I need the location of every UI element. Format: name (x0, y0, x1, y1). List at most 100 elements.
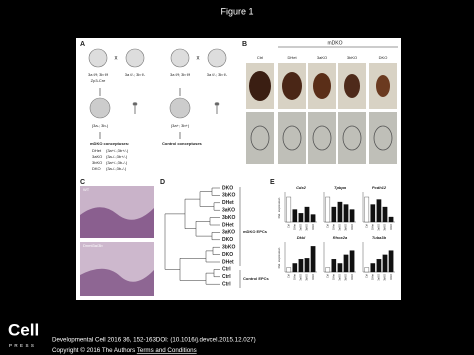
bar (304, 258, 310, 273)
genotype: 3a f/f; 3b f/f (170, 72, 191, 77)
y-axis-label: Rel. expression (277, 247, 281, 268)
x-tick-label: DHet (292, 274, 296, 280)
embryo-image (369, 112, 397, 164)
panel-letter: C (80, 179, 85, 186)
x-tick-label: DKO (389, 274, 393, 280)
genotype-name: DHet (92, 148, 102, 153)
copyright-text: Copyright © 2016 The Authors (52, 347, 137, 354)
y-axis-label: Rel. expression (277, 197, 281, 218)
embryo (282, 72, 302, 100)
panel-letter: D (160, 179, 165, 186)
chart-title: Dkkl (297, 235, 306, 240)
bar (298, 258, 304, 273)
bar (370, 263, 376, 273)
genotype-name: 3aKO (92, 154, 102, 159)
group-label: mDKO EPCs (243, 229, 268, 234)
genotype-name: 3bKO (92, 160, 102, 165)
bar (310, 214, 316, 223)
x-tick-label: 3aKO (338, 224, 342, 231)
bar (325, 267, 331, 273)
bar (364, 267, 370, 273)
leaf-label: DKO (222, 252, 233, 258)
column-label: DKO (379, 55, 388, 60)
terms-link[interactable]: Terms and Conditions (137, 347, 197, 354)
leaf-label: Ctrl (222, 282, 231, 288)
genotype-detail: (3a+/-;3b-/-) (106, 160, 128, 165)
histology-tissue (80, 207, 154, 238)
egg-genotype: (3a-; 3b-) (92, 123, 109, 128)
logo: Cell PRESS (8, 320, 39, 348)
bar (304, 206, 310, 223)
bar (310, 246, 316, 273)
genotype: Zp3-Cre (91, 78, 106, 83)
panel-letter: E (270, 179, 275, 186)
leaf-label: DHet (222, 259, 234, 265)
column-label: Ctrl (257, 55, 263, 60)
dendrogram-branch (164, 213, 185, 270)
leaf-label: DKO (222, 237, 233, 243)
bar (331, 206, 337, 223)
slide-title: Figure 1 (220, 6, 253, 16)
image-label: Dnmt3a/3b (83, 243, 103, 248)
leaf-label: 3aKO (222, 230, 235, 236)
leaf-label: Ctrl (222, 274, 231, 280)
embryo (344, 74, 360, 98)
bar (370, 204, 376, 223)
x-tick-label: 3aKO (299, 274, 303, 281)
embryo (250, 125, 270, 151)
genotype-name: DKO (92, 166, 101, 171)
embryo-image (246, 112, 274, 164)
cross: x (115, 56, 118, 62)
genotype-detail: (3a-/-;3b-/-) (106, 166, 127, 171)
leaf-label: DHet (222, 200, 234, 206)
leaf-label: Ctrl (222, 267, 231, 273)
x-tick-label: DKO (350, 224, 354, 230)
x-tick-label: 3aKO (338, 274, 342, 281)
bar (364, 196, 370, 223)
image-label: WT (83, 187, 90, 192)
bar (349, 250, 355, 273)
histology-tissue (80, 268, 154, 296)
leaf-label: 3aKO (222, 208, 235, 214)
copyright: Copyright © 2016 The Authors Terms and C… (52, 347, 197, 354)
bar (331, 258, 337, 273)
genotype: 3a f/-; 3b f/- (125, 72, 146, 77)
chart-title: Tpbpa (334, 185, 347, 190)
embryo (342, 125, 362, 151)
bar (376, 258, 382, 273)
embryo (313, 73, 331, 99)
bar (325, 196, 331, 223)
chart-title: Rhox2a (333, 235, 348, 240)
control-title: Control conceptuses (162, 141, 203, 146)
x-tick-label: 3bKO (383, 224, 387, 231)
cross: x (197, 56, 200, 62)
embryo-image (338, 112, 366, 164)
bar (382, 254, 388, 273)
x-tick-label: 3bKO (305, 274, 309, 281)
logo-sub: PRESS (9, 343, 36, 348)
embryo (312, 125, 332, 151)
x-tick-label: DHet (292, 224, 296, 230)
x-tick-label: Ctrl (325, 224, 329, 228)
logo-name: Cell (8, 320, 39, 339)
bar (337, 263, 343, 273)
x-tick-label: 3bKO (344, 224, 348, 231)
embryo (373, 125, 393, 151)
group-label: Control EPCs (243, 276, 270, 281)
bar (349, 209, 355, 223)
x-tick-label: DKO (389, 224, 393, 230)
genotype-detail: (3a+/-;3b+/-) (106, 148, 129, 153)
bar (343, 254, 349, 273)
x-tick-label: DHet (331, 224, 335, 230)
x-tick-label: DKO (311, 224, 315, 230)
embryo-image (308, 112, 336, 164)
x-tick-label: Ctrl (286, 274, 290, 278)
embryo (249, 71, 271, 101)
column-label: 3bKO (347, 55, 357, 60)
x-tick-label: Ctrl (325, 274, 329, 278)
bar (292, 263, 298, 273)
x-tick-label: Ctrl (364, 224, 368, 228)
genotype-detail: (3a-/-;3b+/-) (106, 154, 128, 159)
leaf-label: DKO (222, 185, 233, 191)
column-label: 3aKO (317, 55, 327, 60)
